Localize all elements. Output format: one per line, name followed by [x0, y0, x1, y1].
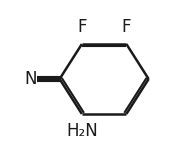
- Text: F: F: [77, 18, 87, 36]
- Text: H₂N: H₂N: [66, 122, 98, 140]
- Text: N: N: [24, 70, 37, 88]
- Text: F: F: [122, 18, 131, 36]
